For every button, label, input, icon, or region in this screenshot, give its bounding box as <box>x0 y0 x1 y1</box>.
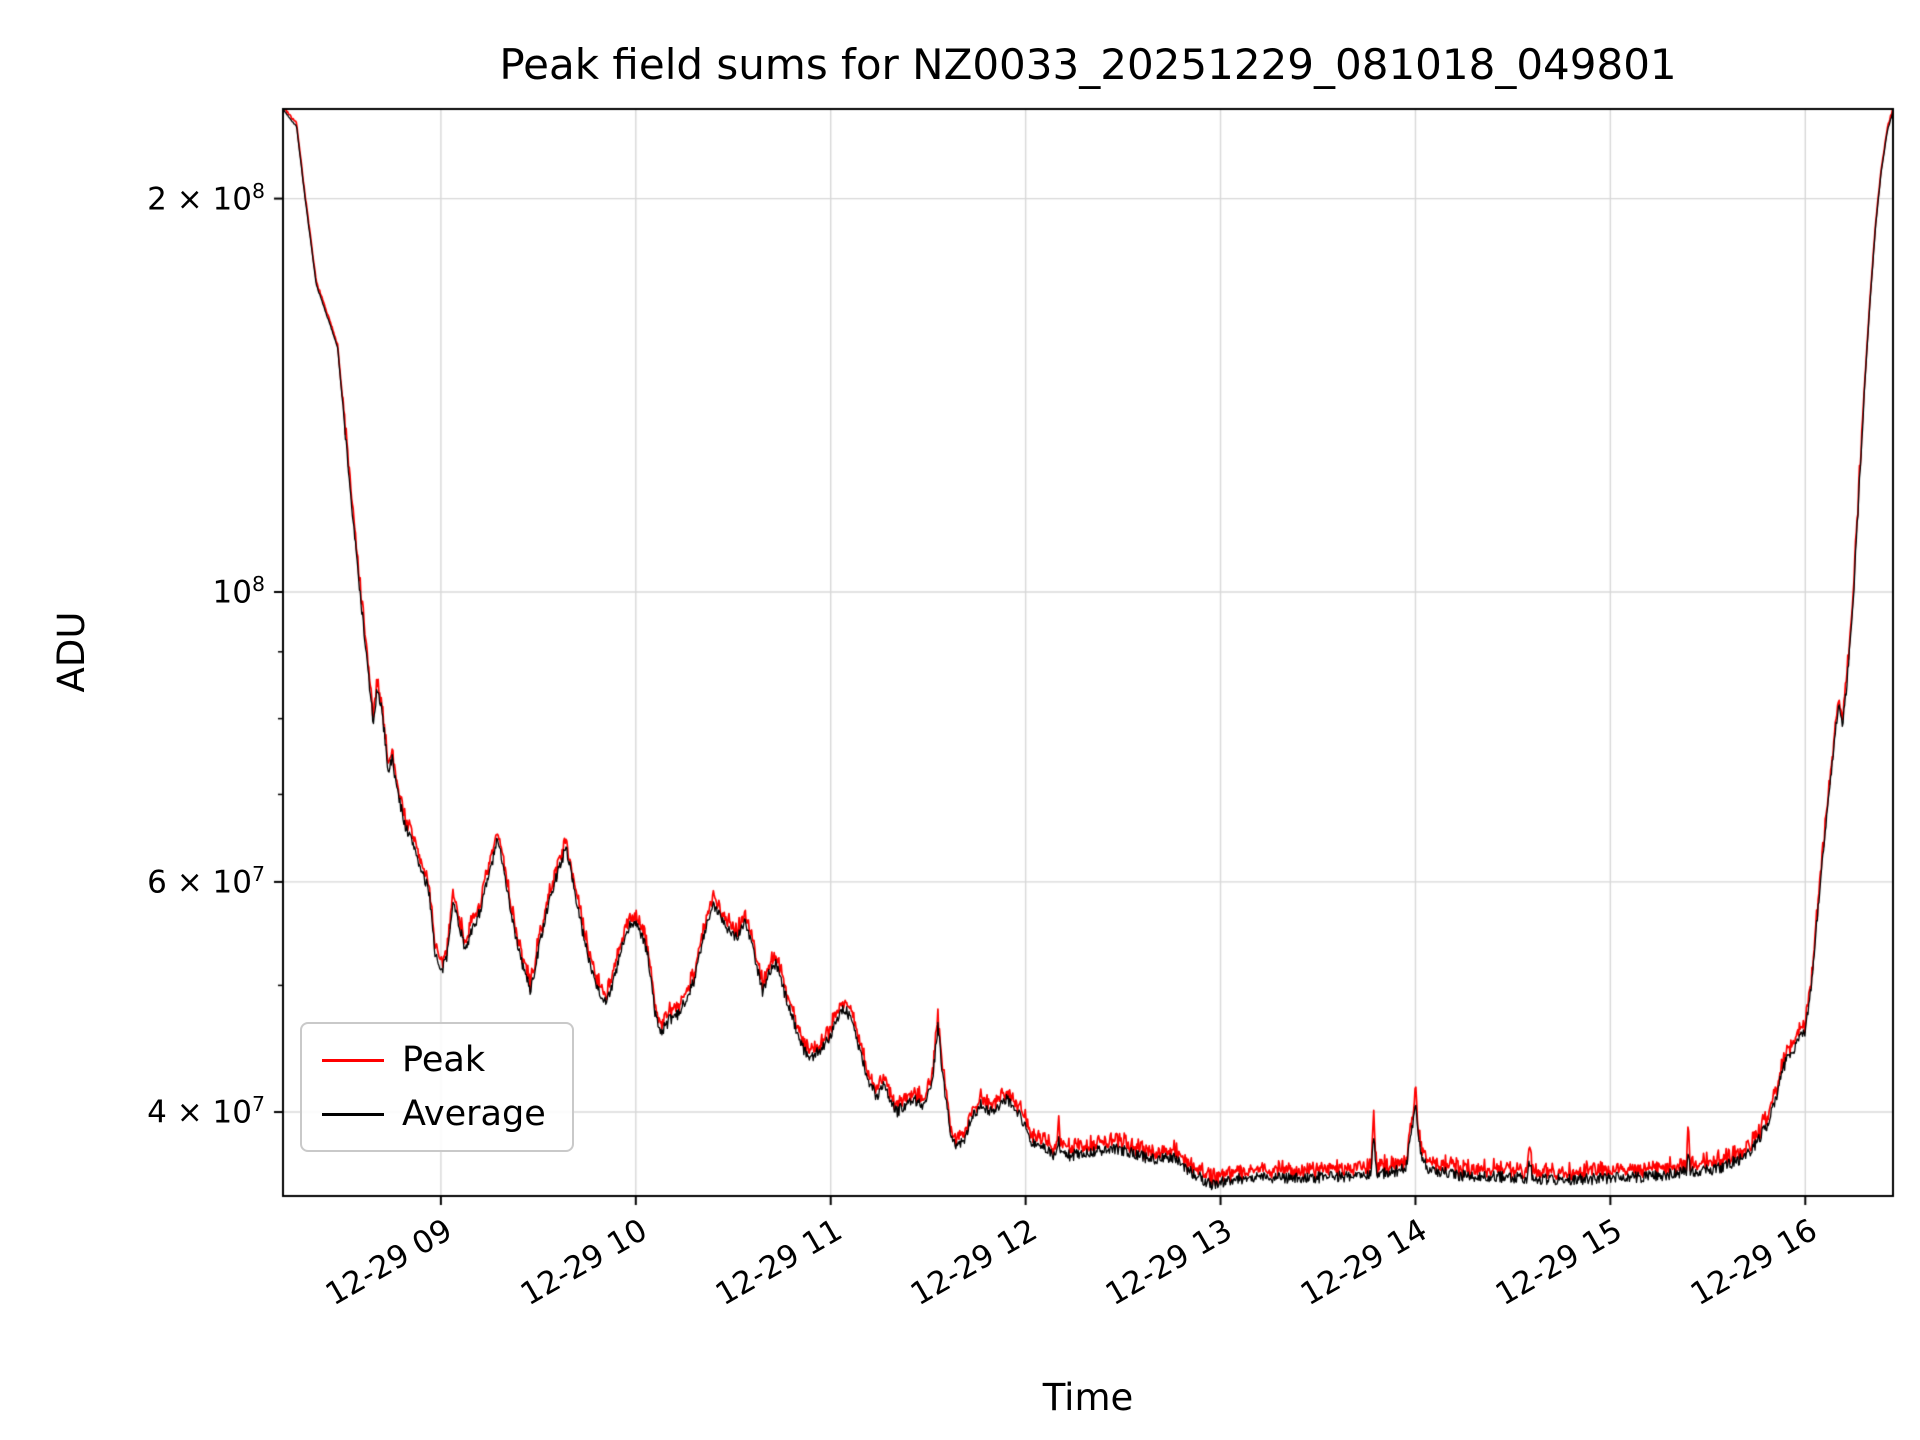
legend: Peak Average <box>300 1022 574 1152</box>
y-tick-label: 2 × 108 <box>147 178 265 217</box>
peak-line-swatch <box>322 1058 384 1062</box>
x-axis-label: Time <box>1042 1376 1134 1419</box>
legend-item-peak: Peak <box>322 1040 546 1080</box>
average-line-swatch <box>322 1112 384 1116</box>
legend-label-peak: Peak <box>402 1040 486 1080</box>
legend-label-average: Average <box>402 1094 546 1134</box>
y-axis-label: ADU <box>50 611 93 693</box>
legend-item-average: Average <box>322 1094 546 1134</box>
chart-title: Peak field sums for NZ0033_20251229_0810… <box>499 40 1677 89</box>
y-tick-label: 6 × 107 <box>147 861 265 901</box>
y-tick-label: 108 <box>212 571 265 611</box>
y-tick-label: 4 × 107 <box>147 1092 265 1131</box>
